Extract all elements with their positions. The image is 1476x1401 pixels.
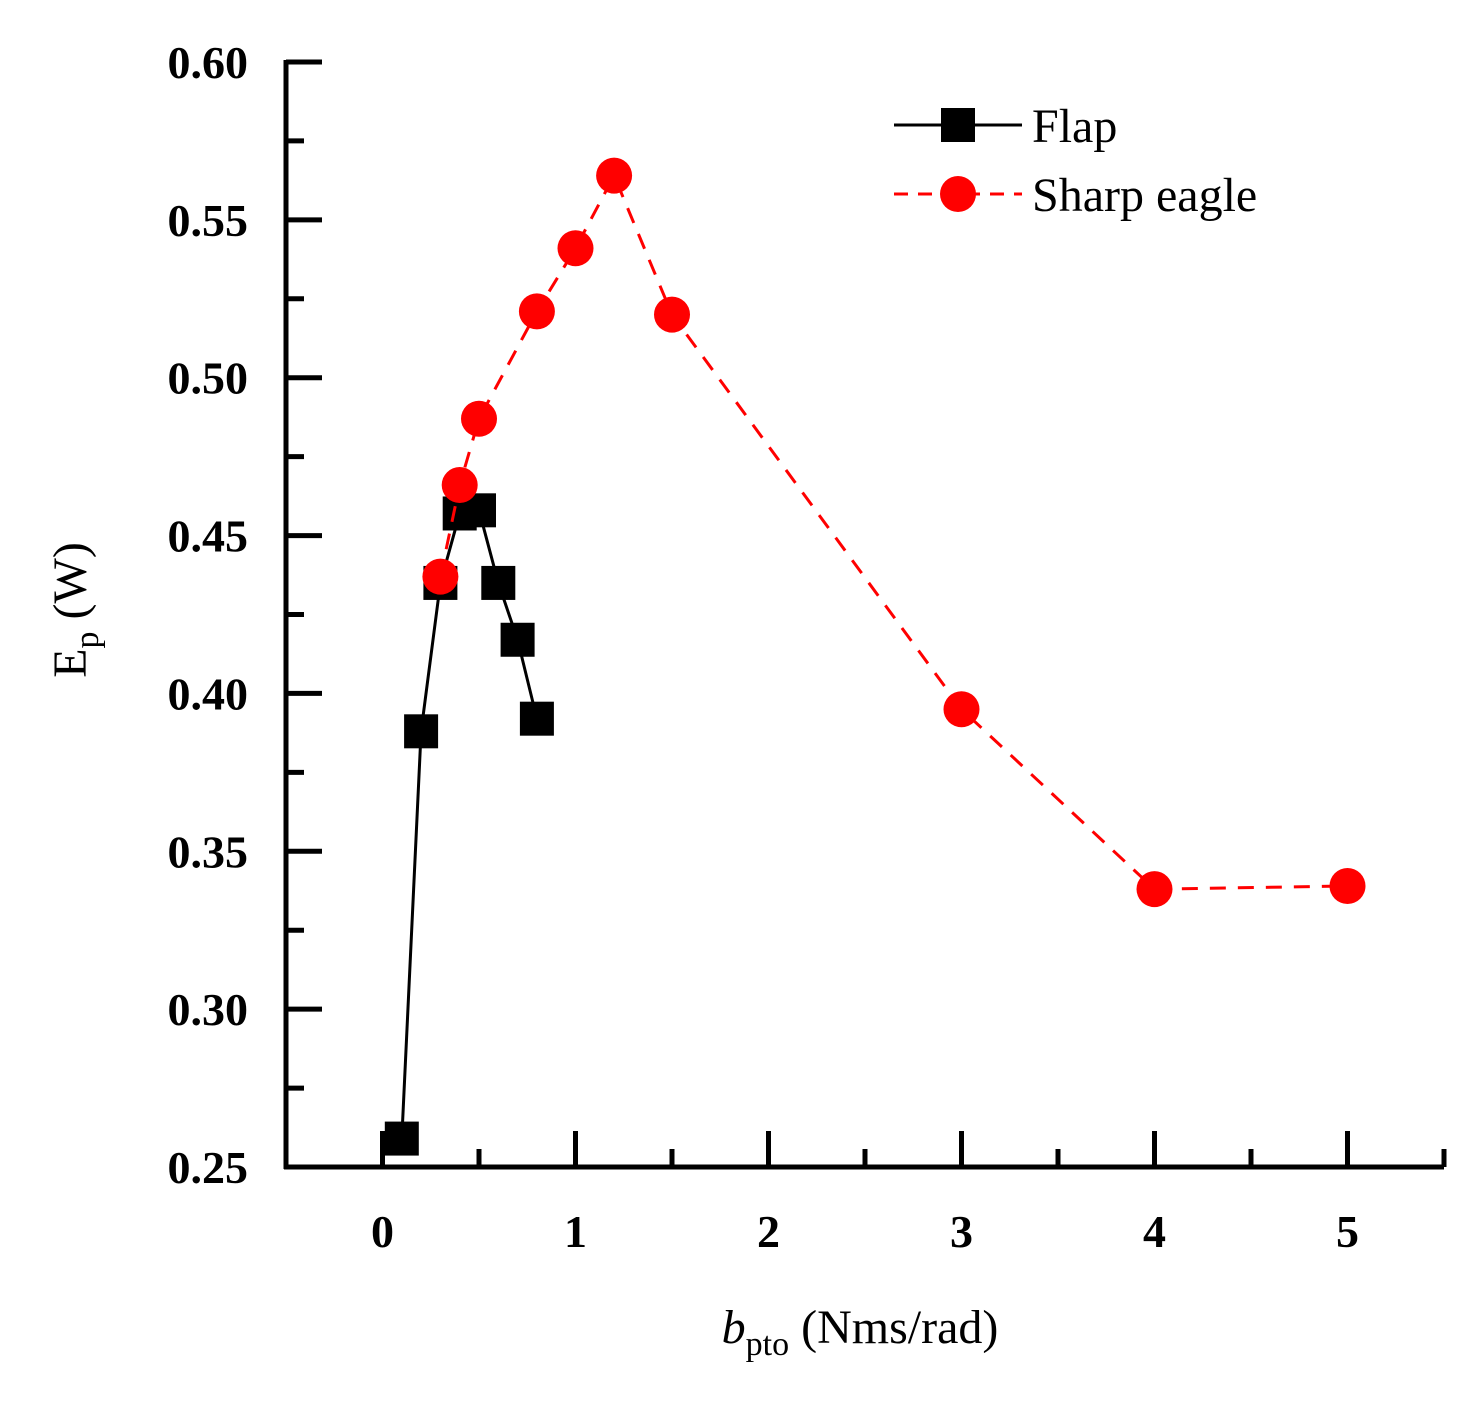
y-tick-label: 0.40 [168,668,249,719]
y-tick-label: 0.55 [168,195,249,246]
legend-item-sharp-eagle: Sharp eagle [894,169,1257,222]
y-axis-units: (W) [44,542,97,631]
axes [283,60,1444,1170]
x-tick-label: 5 [1336,1206,1359,1257]
data-point-sharp-eagle [441,467,478,504]
data-point-sharp-eagle [654,296,690,333]
series-layer [384,157,1366,1156]
legend-sharp-eagle-label: Sharp eagle [1032,169,1257,222]
y-axis-subscript: p [69,631,106,648]
x-axis-title: bpto (Nms/rad) [722,1301,999,1363]
data-point-sharp-eagle [596,157,633,194]
major-ticks [286,59,1350,1170]
series-line-sharp-eagle [438,172,1348,891]
x-axis-units: (Nms/rad) [789,1301,998,1354]
x-axis-subscript: pto [746,1326,789,1363]
y-axis-symbol: E [44,648,97,677]
series-line-flap [400,508,539,1139]
data-point-sharp-eagle [461,400,497,437]
x-tick-label: 3 [950,1206,973,1257]
data-point-flap [404,714,439,749]
y-tick-label: 0.25 [168,1142,249,1193]
data-point-sharp-eagle [943,691,980,728]
minor-ticks [286,138,1447,1167]
x-axis-symbol: b [722,1301,746,1354]
y-tick-label: 0.30 [168,984,249,1035]
series-sharp-eagle [422,157,1366,908]
data-point-sharp-eagle [1136,871,1173,908]
legend-item-flap: Flap [894,100,1117,153]
x-tick-label: 2 [757,1206,780,1257]
x-tick-label: 0 [371,1206,394,1257]
data-point-sharp-eagle [422,558,459,595]
x-tick-label: 4 [1143,1206,1166,1257]
data-point-flap [384,1121,419,1156]
data-point-flap [500,622,535,657]
y-tick-label: 0.50 [168,353,249,404]
legend-flap-label: Flap [1032,100,1117,153]
tick-labels: 0.25 0.30 0.35 0.40 0.45 0.50 0.55 0.60 0 1 2 3 4 5 [168,37,1360,1257]
legend-flap-marker [941,108,975,142]
legend: Flap Sharp eagle [894,100,1257,222]
data-point-flap [481,565,516,600]
data-point-sharp-eagle [557,230,594,267]
legend-sharp-eagle-marker [940,176,976,212]
y-tick-label: 0.60 [168,37,249,88]
series-flap [384,493,554,1156]
y-tick-label: 0.35 [168,826,249,877]
y-axis-title: Ep (W) [44,542,106,678]
y-tick-label: 0.45 [168,511,249,562]
data-point-flap [519,701,554,736]
data-point-sharp-eagle [1329,868,1366,905]
x-tick-label: 1 [564,1206,587,1257]
data-point-sharp-eagle [518,293,555,330]
